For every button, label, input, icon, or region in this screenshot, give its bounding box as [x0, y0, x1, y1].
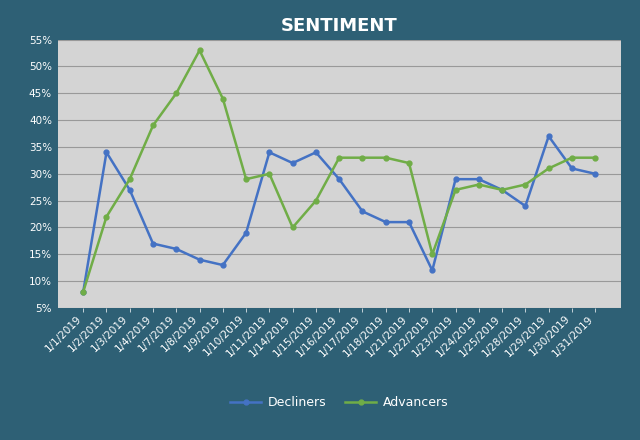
Decliners	[196, 257, 204, 262]
Advancers	[243, 176, 250, 182]
Decliners	[499, 187, 506, 193]
Line: Advancers: Advancers	[81, 48, 598, 294]
Decliners	[452, 176, 460, 182]
Decliners	[475, 176, 483, 182]
Decliners	[591, 171, 599, 176]
Advancers	[405, 161, 413, 166]
Advancers	[149, 123, 157, 128]
Advancers	[219, 96, 227, 101]
Decliners	[172, 246, 180, 252]
Advancers	[568, 155, 576, 160]
Decliners	[405, 220, 413, 225]
Decliners	[522, 203, 529, 209]
Decliners	[266, 150, 273, 155]
Decliners	[545, 134, 552, 139]
Decliners	[102, 150, 110, 155]
Advancers	[335, 155, 343, 160]
Title: SENTIMENT: SENTIMENT	[281, 17, 397, 35]
Decliners	[428, 268, 436, 273]
Advancers	[475, 182, 483, 187]
Decliners	[289, 161, 296, 166]
Legend: Decliners, Advancers: Decliners, Advancers	[225, 392, 453, 414]
Decliners	[382, 220, 390, 225]
Advancers	[126, 176, 134, 182]
Advancers	[522, 182, 529, 187]
Advancers	[591, 155, 599, 160]
Advancers	[266, 171, 273, 176]
Decliners	[568, 166, 576, 171]
Decliners	[243, 230, 250, 235]
Advancers	[172, 91, 180, 96]
Advancers	[499, 187, 506, 193]
Advancers	[358, 155, 366, 160]
Advancers	[545, 166, 552, 171]
Decliners	[335, 176, 343, 182]
Advancers	[196, 48, 204, 53]
Decliners	[312, 150, 320, 155]
Advancers	[102, 214, 110, 220]
Decliners	[126, 187, 134, 193]
Advancers	[428, 252, 436, 257]
Advancers	[312, 198, 320, 203]
Decliners	[79, 289, 87, 294]
Line: Decliners: Decliners	[81, 134, 598, 294]
Decliners	[149, 241, 157, 246]
Advancers	[289, 225, 296, 230]
Advancers	[79, 289, 87, 294]
Advancers	[452, 187, 460, 193]
Decliners	[219, 262, 227, 268]
Advancers	[382, 155, 390, 160]
Decliners	[358, 209, 366, 214]
